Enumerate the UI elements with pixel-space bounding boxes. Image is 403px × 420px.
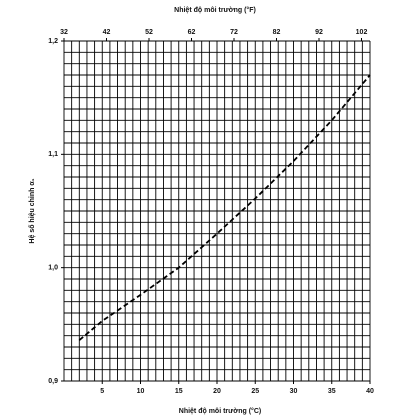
x-tick-label: 25 xyxy=(251,388,259,395)
x2-tick-label: 92 xyxy=(315,29,323,36)
x-tick-label: 40 xyxy=(366,388,374,395)
x-tick-label: 5 xyxy=(100,388,104,395)
x2-tick-label: 32 xyxy=(60,29,68,36)
x2-tick-label: 82 xyxy=(273,29,281,36)
x-tick-label: 20 xyxy=(213,388,221,395)
y-tick-label: 1,2 xyxy=(48,38,58,45)
y-tick-label: 1,1 xyxy=(48,151,58,158)
x-axis-title: Nhiệt độ môi trường (°C) xyxy=(179,407,261,415)
x-tick-label: 35 xyxy=(328,388,336,395)
top-axis-title: Nhiệt độ môi trường (°F) xyxy=(174,6,256,14)
x2-tick-label: 72 xyxy=(230,29,238,36)
x-tick-label: 15 xyxy=(175,388,183,395)
y-tick-label: 0,9 xyxy=(48,378,58,385)
x-tick-label: 10 xyxy=(137,388,145,395)
x2-tick-label: 102 xyxy=(356,29,368,36)
x-tick-label: 30 xyxy=(290,388,298,395)
y-axis-title: Hệ số hiệu chỉnh α₁ xyxy=(28,178,36,243)
x2-tick-label: 52 xyxy=(145,29,153,36)
x2-tick-label: 42 xyxy=(103,29,111,36)
y-tick-label: 1,0 xyxy=(48,265,58,272)
x2-tick-label: 62 xyxy=(188,29,196,36)
